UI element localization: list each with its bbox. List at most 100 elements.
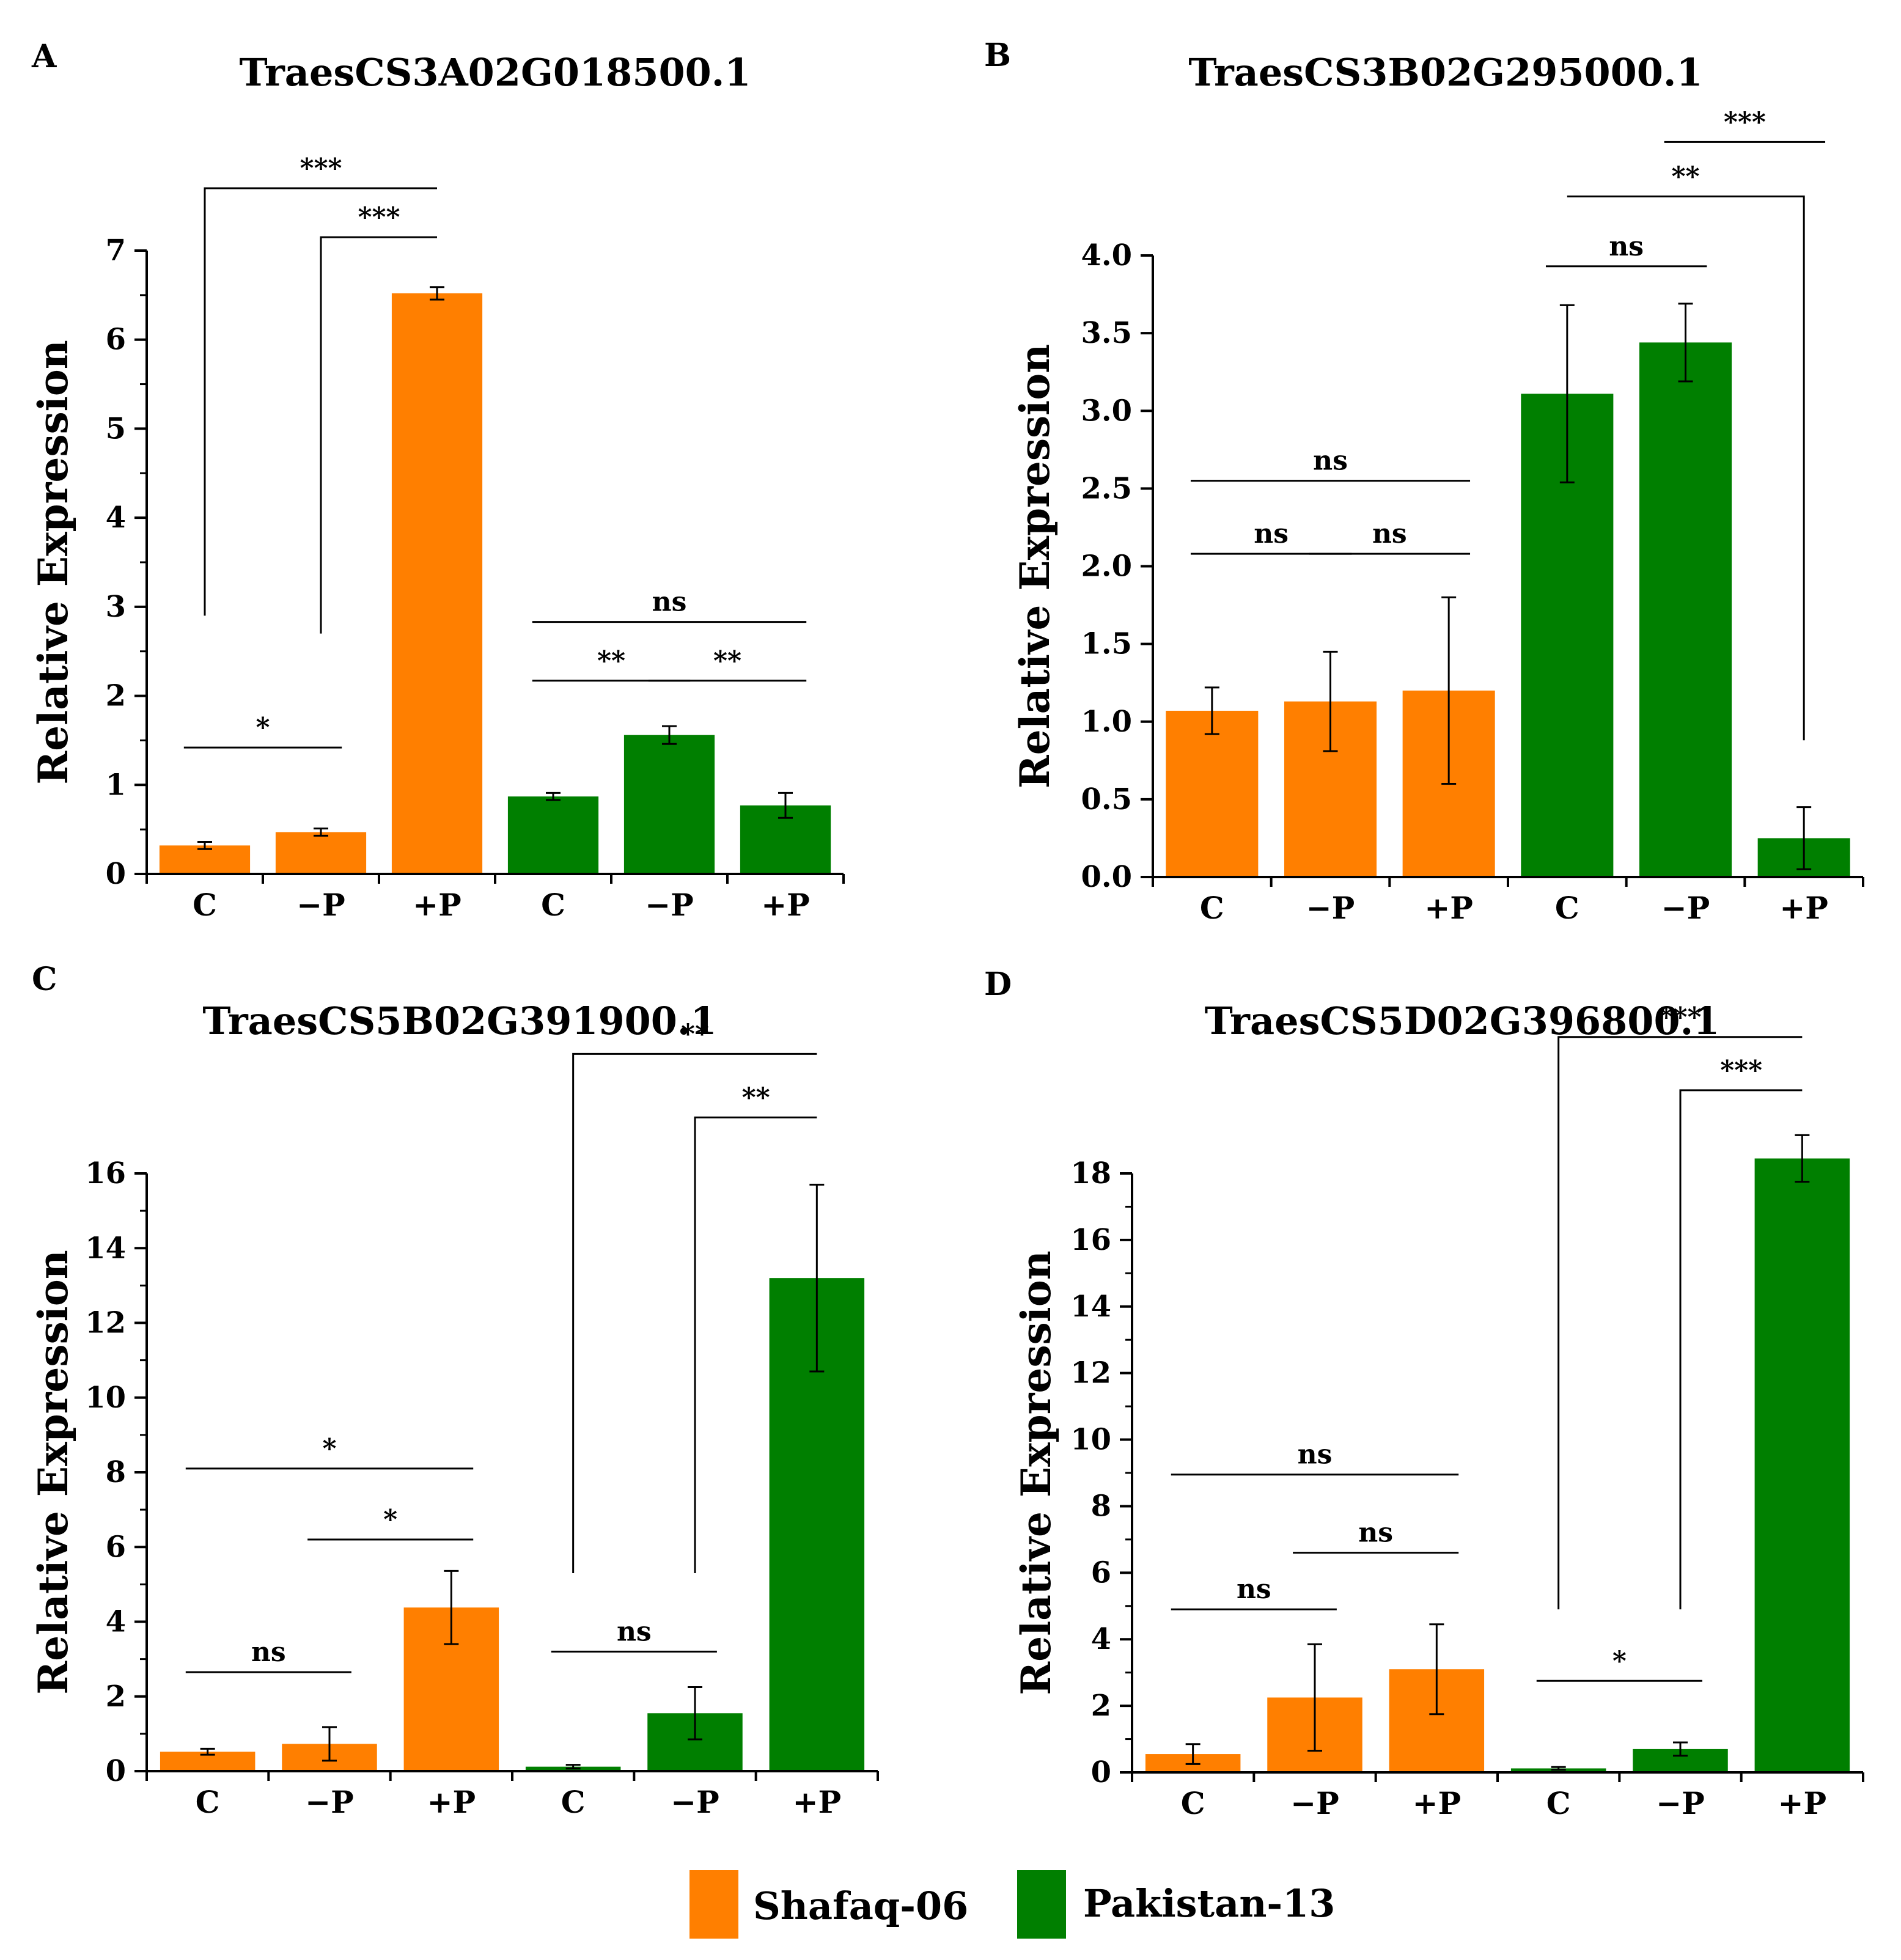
panel-c-letter: C xyxy=(32,961,57,998)
panel-b-errorbar-4 xyxy=(1678,303,1693,383)
panel-d: D TraesCS5D02G396800.1 Relative Expression… xyxy=(984,966,1864,1821)
panel-d-errorbar-4 xyxy=(1673,1741,1688,1757)
panel-d-sig-1: ns xyxy=(1293,1518,1459,1554)
panel-a-sig-2: *** xyxy=(320,202,437,634)
panel-a-category-4: −P xyxy=(645,887,694,923)
panel-a-errorbar-4 xyxy=(662,725,677,745)
panel-d-sig-2: ns xyxy=(1171,1439,1459,1476)
svg-text:***: *** xyxy=(300,153,342,184)
panel-d-sig-3: * xyxy=(1536,1645,1702,1682)
panel-c-ytick-label-8: 16 xyxy=(85,1156,126,1191)
panel-d-title: TraesCS5D02G396800.1 xyxy=(1205,999,1720,1043)
panel-b-category-0: C xyxy=(1200,890,1224,926)
svg-text:**: ** xyxy=(597,645,625,677)
panel-a-errorbar-3 xyxy=(546,791,561,801)
panel-d-ytick-label-9: 18 xyxy=(1070,1156,1111,1191)
panel-c-sig-4: ** xyxy=(694,1082,817,1574)
panel-b-errorbar-5 xyxy=(1796,806,1812,870)
panel-a-ytick-label-7: 7 xyxy=(106,233,126,268)
panel-d-sig-4: *** xyxy=(1679,1055,1803,1610)
panel-c-ytick-label-3: 6 xyxy=(106,1530,126,1564)
panel-a-bar-0 xyxy=(159,845,251,874)
panel-a-letter: A xyxy=(31,38,57,75)
panel-c-ylabel: Relative Expression xyxy=(29,1250,77,1695)
panel-c-errorbar-4 xyxy=(688,1686,702,1741)
svg-text:*: * xyxy=(383,1504,397,1535)
panel-c-ytick-label-0: 0 xyxy=(106,1754,126,1788)
panel-c-category-3: C xyxy=(561,1784,586,1820)
svg-text:***: *** xyxy=(1720,1055,1762,1086)
panel-d-category-2: +P xyxy=(1413,1785,1462,1821)
svg-text:*: * xyxy=(256,712,270,743)
panel-b-ytick-label-0: 0.0 xyxy=(1081,860,1132,894)
panel-a-ytick-label-4: 4 xyxy=(106,501,126,535)
panel-d-sig-5: *** xyxy=(1557,1002,1803,1610)
panel-c-ytick-label-4: 8 xyxy=(106,1455,126,1489)
panel-c-sig-2: * xyxy=(185,1433,474,1470)
panel-c-ytick-label-5: 10 xyxy=(85,1381,126,1415)
panel-b-letter: B xyxy=(984,37,1011,74)
panel-a-ytick-label-2: 2 xyxy=(106,679,126,713)
panel-d-ytick-label-8: 16 xyxy=(1070,1223,1111,1257)
panel-d-category-5: +P xyxy=(1778,1785,1827,1821)
panel-c-category-4: −P xyxy=(671,1784,719,1820)
svg-text:ns: ns xyxy=(1358,1518,1393,1549)
panel-b-category-2: +P xyxy=(1424,890,1473,926)
panel-b-bar-4 xyxy=(1639,342,1732,877)
panel-a-sig-0: * xyxy=(183,712,342,749)
panel-b-errorbar-0 xyxy=(1204,686,1219,735)
panel-a-sig-1: *** xyxy=(204,153,437,616)
panel-a-bar-4 xyxy=(623,735,715,874)
panel-a-ytick-label-5: 5 xyxy=(106,411,126,446)
panel-c-category-0: C xyxy=(196,1784,220,1820)
panel-b-category-5: +P xyxy=(1779,890,1828,926)
legend-label-shafaq: Shafaq-06 xyxy=(753,1884,968,1928)
svg-text:***: *** xyxy=(1724,106,1766,138)
panel-a-title: TraesCS3A02G018500.1 xyxy=(240,50,751,95)
panel-a-category-0: C xyxy=(193,887,217,923)
panel-d-ytick-label-0: 0 xyxy=(1091,1755,1111,1789)
legend-swatch-pakistan xyxy=(1017,1870,1066,1939)
panel-b-sig-5: *** xyxy=(1664,106,1826,143)
panel-b-ytick-label-4: 2.0 xyxy=(1081,549,1132,584)
panel-c-ytick-label-6: 12 xyxy=(85,1306,126,1340)
panel-d-ytick-label-1: 2 xyxy=(1091,1689,1111,1723)
panel-b-sig-1: ns xyxy=(1309,518,1471,555)
panel-b-sig-0: ns xyxy=(1190,518,1352,555)
svg-text:*: * xyxy=(1612,1645,1627,1676)
panel-d-category-0: C xyxy=(1181,1785,1205,1821)
panel-a-ytick-label-1: 1 xyxy=(106,768,126,802)
svg-text:**: ** xyxy=(713,645,741,677)
panel-a-ytick-label-6: 6 xyxy=(106,323,126,357)
panel-a-bar-1 xyxy=(275,832,367,874)
panel-b-sig-2: ns xyxy=(1190,446,1471,482)
panel-d-letter: D xyxy=(984,966,1012,1003)
panel-d-ytick-label-5: 10 xyxy=(1070,1423,1111,1457)
panel-d-bar-5 xyxy=(1754,1158,1850,1772)
panel-c-sig-3: ns xyxy=(551,1616,717,1653)
legend: Shafaq-06 Pakistan-13 xyxy=(689,1870,1335,1939)
panel-c-ytick-label-2: 4 xyxy=(106,1605,126,1639)
panel-a-sig-4: ** xyxy=(648,645,807,682)
panel-c-category-5: +P xyxy=(793,1784,842,1820)
panel-b-title: TraesCS3B02G295000.1 xyxy=(1188,50,1702,95)
svg-text:ns: ns xyxy=(251,1637,286,1668)
panel-c-category-2: +P xyxy=(427,1784,476,1820)
svg-text:***: *** xyxy=(1659,1002,1701,1033)
svg-text:ns: ns xyxy=(1237,1574,1271,1605)
panel-d-ytick-label-7: 14 xyxy=(1070,1290,1111,1324)
svg-text:ns: ns xyxy=(1298,1439,1333,1470)
panel-a-errorbar-1 xyxy=(314,828,328,837)
panel-b-ytick-label-3: 1.5 xyxy=(1081,627,1132,661)
panel-c-errorbar-0 xyxy=(200,1747,215,1756)
panel-d-errorbar-5 xyxy=(1795,1134,1810,1183)
svg-text:ns: ns xyxy=(652,587,687,618)
svg-text:**: ** xyxy=(681,1018,709,1049)
panel-d-ytick-label-2: 4 xyxy=(1091,1622,1111,1656)
panel-b-errorbar-1 xyxy=(1323,650,1338,752)
panel-b-ytick-label-6: 3.0 xyxy=(1081,394,1132,428)
panel-c-sig-0: ns xyxy=(185,1637,351,1673)
panel-b-ytick-label-5: 2.5 xyxy=(1081,471,1132,505)
